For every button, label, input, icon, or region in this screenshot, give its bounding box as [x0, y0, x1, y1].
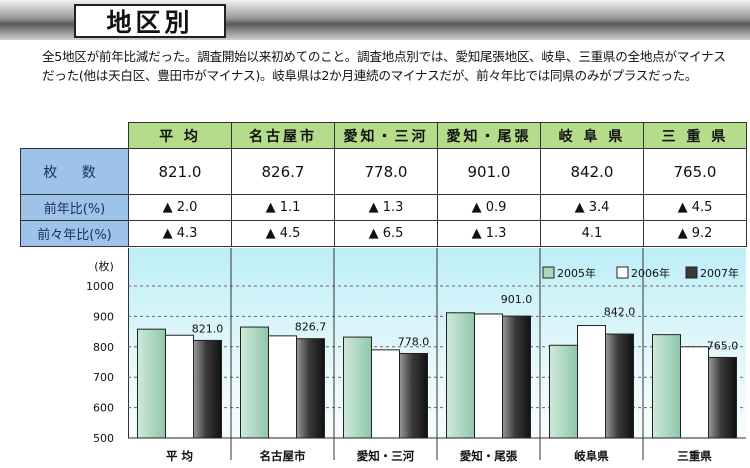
- table-cell: 842.0: [540, 148, 644, 195]
- y-tick-label: 700: [93, 371, 114, 384]
- table-cell: 821.0: [128, 148, 232, 195]
- row-header: 枚 数: [20, 148, 129, 195]
- y-tick-label: 600: [93, 402, 114, 415]
- table-row-yoy: 前年比(%) ▲ 2.0 ▲ 1.1 ▲ 1.3 ▲ 0.9 ▲ 3.4 ▲ 4…: [20, 194, 747, 221]
- y-tick-label: 800: [93, 341, 114, 354]
- data-label: 765.0: [707, 339, 739, 352]
- y-axis-label: (枚): [94, 259, 114, 273]
- y-tick-label: 500: [93, 432, 114, 445]
- legend-swatch: [616, 266, 629, 279]
- column-header: 三 重 県: [643, 122, 747, 149]
- table-cell: ▲ 1.1: [231, 194, 335, 221]
- table-cell: ▲ 3.4: [540, 194, 644, 221]
- y-tick-label: 900: [93, 310, 114, 323]
- table-cell: ▲ 4.5: [231, 220, 335, 247]
- column-header: 愛知・三河: [334, 122, 438, 149]
- table-row-count: 枚 数 821.0 826.7 778.0 901.0 842.0 765.0: [20, 148, 747, 195]
- bar-2007年: [399, 352, 428, 439]
- legend-swatch: [542, 266, 555, 279]
- x-tick-label: 三重県: [677, 449, 712, 463]
- table-cell: 765.0: [643, 148, 747, 195]
- bar-2007年: [296, 338, 325, 439]
- bar-2006年: [165, 334, 194, 439]
- data-label: 901.0: [501, 293, 533, 306]
- x-tick-label: 愛知・尾張: [460, 449, 518, 463]
- bar-2005年: [137, 328, 166, 439]
- page-title: 地区別: [74, 4, 226, 38]
- table-cell: ▲ 0.9: [437, 194, 541, 221]
- table-cell: ▲ 9.2: [643, 220, 747, 247]
- x-tick-label: 平 均: [166, 449, 193, 463]
- x-tick-label: 名古屋市: [260, 449, 306, 463]
- bar-2005年: [343, 336, 372, 439]
- table-cell: ▲ 4.5: [643, 194, 747, 221]
- table-cell: 901.0: [437, 148, 541, 195]
- table-cell: ▲ 1.3: [334, 194, 438, 221]
- table-cell: ▲ 4.3: [128, 220, 232, 247]
- bar-2005年: [240, 326, 269, 439]
- bar-2005年: [446, 312, 475, 439]
- bar-2007年: [708, 356, 737, 439]
- column-header: 愛知・尾張: [437, 122, 541, 149]
- legend-label: 2006年: [631, 266, 670, 280]
- data-label: 821.0: [192, 322, 224, 335]
- bar-2007年: [605, 333, 634, 439]
- bar-2005年: [549, 344, 578, 439]
- data-label: 842.0: [604, 306, 636, 319]
- x-tick-label: 愛知・三河: [357, 449, 415, 463]
- table-corner: [20, 122, 129, 149]
- chart-svg: 500 600 700 800 900 1000 (枚) 821.0 平 均 826.7 名古屋市 7…: [86, 248, 746, 463]
- y-tick-label: 1000: [86, 280, 114, 293]
- bar-2006年: [577, 325, 606, 439]
- column-header: 平 均: [128, 122, 232, 149]
- bar-2006年: [371, 349, 400, 439]
- bar-2006年: [268, 335, 297, 439]
- table-cell: 826.7: [231, 148, 335, 195]
- table-cell: 778.0: [334, 148, 438, 195]
- bar-2005年: [652, 334, 681, 439]
- bar-2006年: [474, 313, 503, 439]
- column-header: 岐 阜 県: [540, 122, 644, 149]
- table-cell: ▲ 2.0: [128, 194, 232, 221]
- table-cell: 4.1: [540, 220, 644, 247]
- stats-table: 平 均 名古屋市 愛知・三河 愛知・尾張 岐 阜 県 三 重 県 枚 数 821…: [20, 122, 747, 247]
- table-header-row: 平 均 名古屋市 愛知・三河 愛知・尾張 岐 阜 県 三 重 県: [20, 122, 747, 149]
- table-cell: ▲ 1.3: [437, 220, 541, 247]
- data-label: 778.0: [398, 335, 430, 348]
- intro-paragraph: 全5地区が前年比減だった。調査開始以来初めてのこと。調査地点別では、愛知尾張地区…: [42, 49, 726, 83]
- bar-2007年: [193, 339, 222, 439]
- row-header: 前々年比(%): [20, 220, 129, 247]
- legend-swatch: [685, 266, 698, 279]
- table-row-2y: 前々年比(%) ▲ 4.3 ▲ 4.5 ▲ 6.5 ▲ 1.3 4.1 ▲ 9.…: [20, 220, 747, 247]
- bar-2006年: [680, 346, 709, 439]
- column-header: 名古屋市: [231, 122, 335, 149]
- data-label: 826.7: [295, 321, 327, 334]
- legend-label: 2007年: [700, 266, 739, 280]
- row-header: 前年比(%): [20, 194, 129, 221]
- table-cell: ▲ 6.5: [334, 220, 438, 247]
- bar-chart: 500 600 700 800 900 1000 (枚) 821.0 平 均 826.7 名古屋市 7…: [0, 248, 750, 468]
- legend-label: 2005年: [557, 266, 596, 280]
- x-tick-label: 岐阜県: [574, 449, 609, 463]
- bar-2007年: [502, 315, 531, 439]
